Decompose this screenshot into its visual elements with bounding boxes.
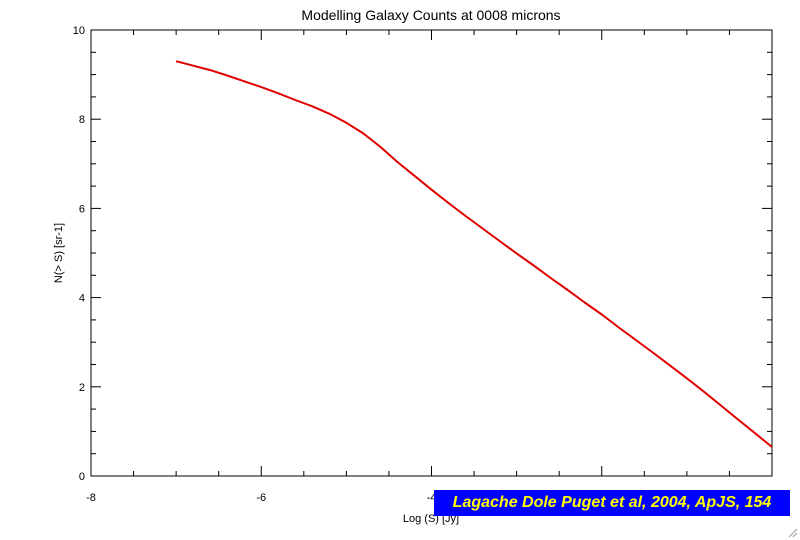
- y-tick-label: 8: [79, 114, 85, 126]
- resize-grip-icon[interactable]: [786, 526, 798, 538]
- y-tick-label: 0: [79, 471, 85, 483]
- axis-ticks: [90, 29, 773, 477]
- y-tick-label: 10: [73, 25, 85, 37]
- credit-banner: Lagache Dole Puget et al, 2004, ApJS, 15…: [434, 490, 790, 516]
- chart-title: Modelling Galaxy Counts at 0008 microns: [301, 7, 560, 23]
- series-line: [175, 60, 773, 448]
- y-axis-label: N(> S) [sr-1]: [53, 223, 65, 283]
- series-layer: [175, 60, 773, 448]
- x-tick-label: -8: [86, 492, 96, 504]
- plot-frame: [90, 29, 773, 477]
- tick-labels: -8 -6 -4 0 2 4 6 8 10: [73, 25, 437, 504]
- x-tick-label: -4: [427, 492, 437, 504]
- x-axis-label: Log (S) [Jy]: [403, 513, 459, 525]
- y-tick-label: 6: [79, 203, 85, 215]
- y-tick-label: 4: [79, 293, 85, 305]
- x-tick-label: -6: [256, 492, 266, 504]
- y-tick-label: 2: [79, 382, 85, 394]
